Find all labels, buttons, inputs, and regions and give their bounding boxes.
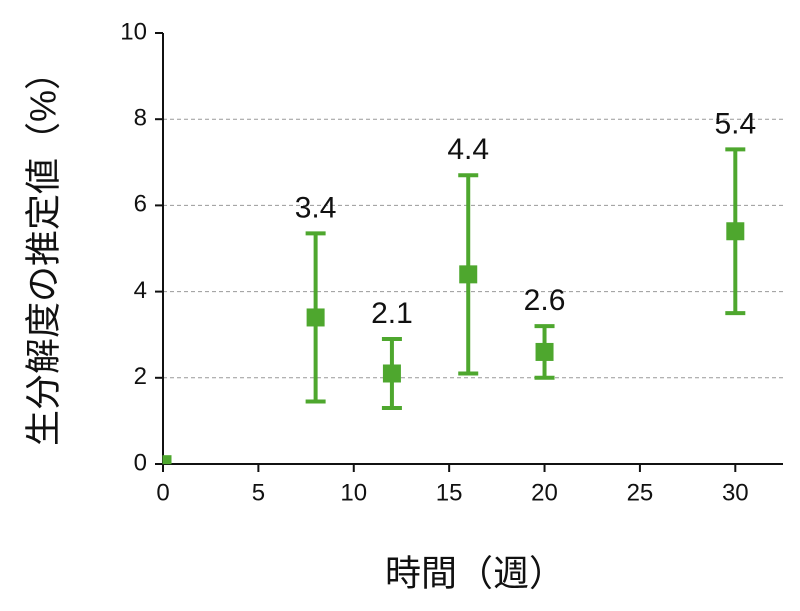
point: [306, 308, 325, 327]
point: [459, 265, 478, 284]
y-tick-label: 10: [120, 18, 147, 45]
x-tick-label: 0: [156, 479, 169, 506]
y-tick-label: 8: [134, 105, 147, 132]
point: [535, 342, 554, 361]
x-axis-title: 時間（週）: [385, 553, 565, 594]
x-tick-label: 5: [252, 479, 265, 506]
value-label: 3.4: [295, 191, 337, 224]
y-axis-title: 生分解度の推定値（%）: [23, 54, 64, 446]
point: [162, 455, 172, 465]
x-tick-label: 20: [531, 479, 558, 506]
value-label: 2.1: [371, 297, 413, 330]
y-tick-label: 0: [134, 449, 147, 476]
x-tick-label: 10: [340, 479, 367, 506]
x-tick-label: 30: [722, 479, 749, 506]
x-tick-label: 25: [627, 479, 654, 506]
x-tick-label: 15: [436, 479, 463, 506]
value-label: 4.4: [447, 133, 489, 166]
value-label: 2.6: [524, 284, 566, 317]
point: [382, 364, 401, 383]
y-tick-label: 2: [134, 363, 147, 390]
y-tick-label: 6: [134, 191, 147, 218]
y-tick-label: 4: [134, 277, 147, 304]
value-label: 5.4: [714, 107, 756, 140]
point: [726, 222, 745, 241]
